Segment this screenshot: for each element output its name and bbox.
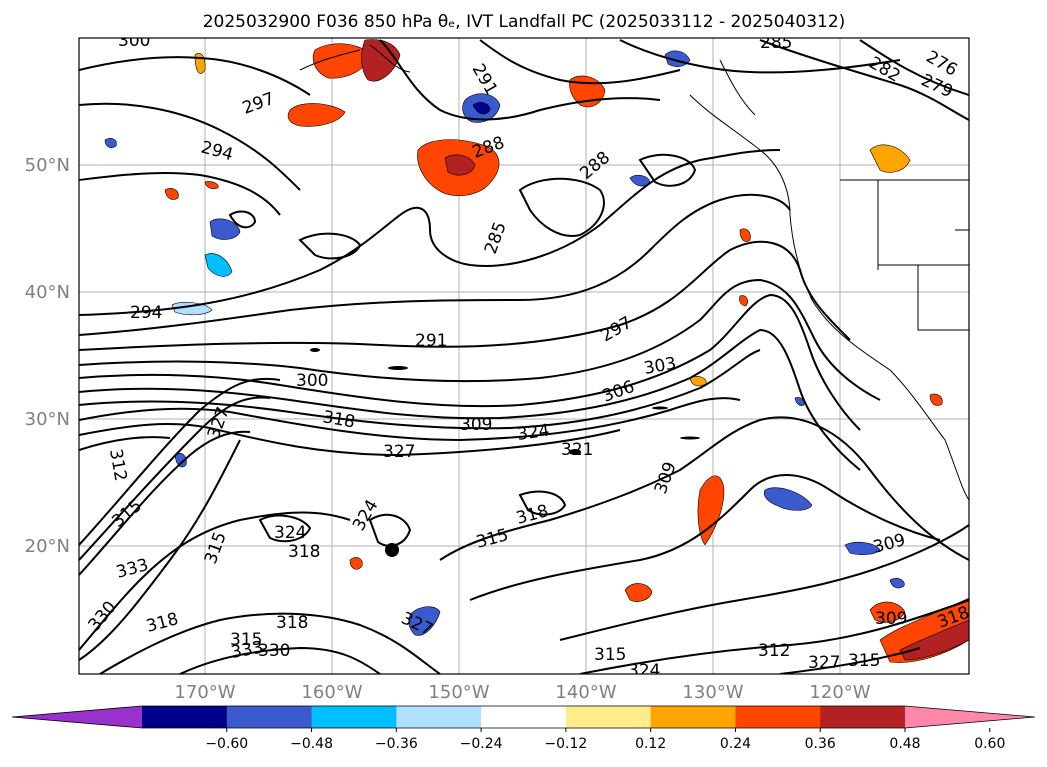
colorbar-segment bbox=[311, 706, 397, 728]
colorbar-segment bbox=[565, 706, 652, 728]
lon-label: 130°W bbox=[682, 682, 743, 703]
colorbar-outline bbox=[11, 705, 1036, 729]
colorbar-tick-label: −0.12 bbox=[544, 736, 587, 752]
lon-label: 160°W bbox=[301, 682, 362, 703]
map-title: 2025032900 F036 850 hPa θₑ, IVT Landfall… bbox=[203, 12, 846, 32]
coastlines bbox=[299, 44, 969, 501]
lon-label: 170°W bbox=[174, 682, 235, 703]
colorbar-tick-label: −0.36 bbox=[375, 736, 418, 752]
colorbar-segment bbox=[735, 706, 821, 728]
colorbar-tick-label: 0.48 bbox=[889, 736, 920, 752]
contour-label: 324 bbox=[628, 661, 660, 681]
lat-label: 50°N bbox=[25, 155, 70, 176]
contour-label: 318 bbox=[276, 613, 308, 633]
colorbar-extend-high bbox=[905, 706, 1035, 728]
lat-label: 40°N bbox=[25, 282, 70, 303]
contour-label: 300 bbox=[118, 31, 150, 51]
contour-label: 327 bbox=[383, 442, 415, 462]
contour-label: 285 bbox=[760, 33, 792, 53]
colorbar-segment bbox=[650, 706, 736, 728]
contour-label: 324 bbox=[516, 421, 551, 445]
colorbar-labels: −0.60 −0.48 −0.36 −0.24 −0.12 0.12 0.24 0.36 0.4… bbox=[205, 728, 1005, 752]
lon-label: 120°W bbox=[809, 682, 870, 703]
theta-e-contours bbox=[79, 39, 969, 674]
colorbar-tick-label: −0.60 bbox=[205, 736, 248, 752]
longitude-labels: 170°W 160°W 150°W 140°W 130°W 120°W bbox=[174, 682, 870, 703]
contour-label: 330 bbox=[258, 641, 290, 661]
contour-label: 300 bbox=[296, 371, 328, 391]
contour-label: 309 bbox=[875, 609, 907, 629]
lat-label: 30°N bbox=[25, 409, 70, 430]
contour-label: 324 bbox=[274, 523, 306, 543]
contour-label: 318 bbox=[288, 542, 320, 562]
contour-label: 312 bbox=[758, 641, 790, 661]
contour-label: 315 bbox=[848, 651, 880, 671]
contour-label: 315 bbox=[230, 630, 262, 650]
colorbar-segment bbox=[226, 706, 313, 728]
contour-label: 327 bbox=[808, 653, 840, 673]
colorbar-tick-label: 0.12 bbox=[635, 736, 666, 752]
contour-label: 315 bbox=[594, 645, 626, 665]
colorbar-segment bbox=[142, 706, 228, 728]
latitude-labels: 50°N 40°N 30°N 20°N bbox=[25, 155, 70, 557]
colorbar-tick-label: −0.24 bbox=[460, 736, 503, 752]
colorbar-segment bbox=[396, 706, 482, 728]
contour-label: 309 bbox=[460, 415, 492, 435]
contour-label: 291 bbox=[415, 331, 447, 351]
shaded-patches bbox=[104, 39, 969, 663]
map-frame bbox=[78, 37, 970, 675]
map-panel: 300 285 276 282 279 297 291 294 288 285 … bbox=[79, 31, 969, 681]
colorbar bbox=[11, 705, 1036, 729]
contour-labels: 300 285 276 282 279 297 291 294 288 285 … bbox=[85, 31, 969, 681]
colorbar-extend-low bbox=[12, 706, 142, 728]
lat-label: 20°N bbox=[25, 536, 70, 557]
colorbar-tick-label: 0.36 bbox=[805, 736, 836, 752]
colorbar-tick-label: 0.60 bbox=[974, 736, 1005, 752]
small-contour-blobs bbox=[310, 348, 700, 557]
contour-label: 294 bbox=[130, 303, 162, 323]
lon-label: 140°W bbox=[555, 682, 616, 703]
colorbar-segment bbox=[481, 706, 567, 728]
lon-label: 150°W bbox=[428, 682, 489, 703]
colorbar-segment bbox=[820, 706, 906, 728]
colorbar-tick-label: −0.48 bbox=[290, 736, 333, 752]
colorbar-tick-label: 0.24 bbox=[720, 736, 751, 752]
